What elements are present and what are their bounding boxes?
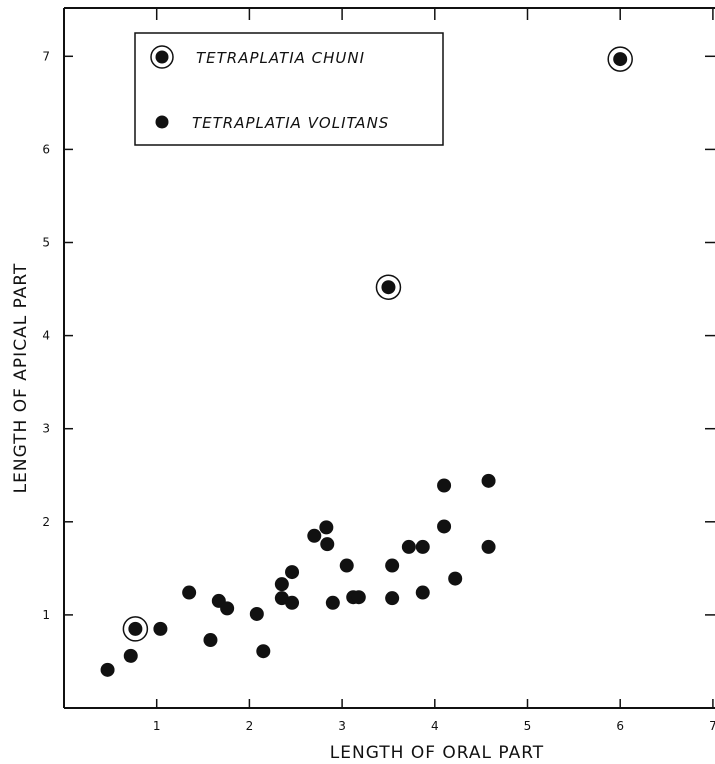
- marker-ring: [375, 274, 402, 300]
- y-tick-label: 6: [42, 142, 50, 156]
- data-point-tetraplatia-volitans: [415, 585, 430, 600]
- data-point-tetraplatia-volitans: [307, 528, 322, 543]
- legend: TETRAPLATIA CHUNI TETRAPLATIA VOLITANS: [134, 32, 444, 146]
- marker-dot: [128, 621, 143, 636]
- data-point-tetraplatia-volitans: [249, 606, 264, 621]
- data-point-tetraplatia-volitans: [203, 633, 218, 648]
- data-point-tetraplatia-volitans: [415, 539, 430, 554]
- data-point-tetraplatia-volitans: [100, 662, 115, 677]
- y-tick-label: 3: [42, 422, 50, 436]
- data-point-tetraplatia-volitans: [437, 519, 452, 534]
- legend-marker-chuni: [150, 45, 174, 69]
- data-point-tetraplatia-volitans: [285, 565, 300, 580]
- marker-ring: [607, 46, 633, 72]
- x-axis-title: LENGTH OF ORAL PART: [330, 743, 544, 763]
- x-axis-ticks: 1 2 3 4 5 6 7: [153, 8, 715, 733]
- data-point-tetraplatia-volitans: [123, 648, 138, 663]
- data-point-tetraplatia-volitans: [385, 558, 400, 573]
- legend-box: [134, 32, 444, 146]
- data-point-tetraplatia-volitans: [385, 591, 400, 606]
- x-tick-label: 1: [153, 719, 161, 733]
- data-point-tetraplatia-volitans: [319, 520, 334, 535]
- data-point-tetraplatia-volitans: [437, 478, 452, 493]
- data-point-tetraplatia-volitans: [481, 473, 496, 488]
- x-tick-label: 3: [338, 719, 346, 733]
- x-tick-label: 2: [246, 719, 254, 733]
- data-point-tetraplatia-volitans: [325, 595, 340, 610]
- data-point-tetraplatia-volitans: [339, 558, 354, 573]
- plot-frame: [63, 7, 715, 709]
- data-point-tetraplatia-volitans: [448, 571, 463, 586]
- data-point-tetraplatia-volitans: [274, 577, 289, 592]
- data-point-tetraplatia-volitans: [256, 644, 271, 659]
- y-tick-label: 5: [42, 236, 50, 250]
- x-tick-label: 7: [709, 719, 715, 733]
- data-point-tetraplatia-chuni: [375, 274, 402, 300]
- data-point-tetraplatia-volitans: [481, 539, 496, 554]
- data-point-tetraplatia-volitans: [401, 539, 416, 554]
- marker-dot: [613, 52, 628, 67]
- y-tick-label: 4: [42, 329, 50, 343]
- legend-label-chuni: TETRAPLATIA CHUNI: [196, 49, 365, 67]
- x-tick-label: 6: [616, 719, 624, 733]
- data-point-tetraplatia-volitans: [182, 585, 197, 600]
- y-tick-label: 2: [42, 515, 50, 529]
- legend-marker-volitans: [155, 115, 169, 129]
- y-tick-label: 7: [42, 49, 50, 63]
- data-point-tetraplatia-volitans: [153, 621, 168, 636]
- y-tick-label: 1: [42, 608, 50, 622]
- data-points: [100, 46, 633, 677]
- data-point-tetraplatia-chuni: [122, 616, 149, 642]
- data-point-tetraplatia-volitans: [220, 601, 235, 616]
- legend-label-volitans: TETRAPLATIA VOLITANS: [192, 114, 389, 132]
- x-tick-label: 5: [524, 719, 532, 733]
- data-point-tetraplatia-volitans: [351, 590, 366, 605]
- marker-ring: [122, 616, 149, 642]
- data-point-tetraplatia-volitans: [320, 537, 335, 552]
- data-point-tetraplatia-volitans: [285, 595, 300, 610]
- marker-dot: [381, 280, 396, 295]
- y-axis-ticks: 1 2 3 4 5 6 7: [42, 49, 715, 622]
- data-point-tetraplatia-chuni: [607, 46, 633, 72]
- y-axis-title: LENGTH OF APICAL PART: [11, 263, 31, 494]
- x-tick-label: 4: [431, 719, 439, 733]
